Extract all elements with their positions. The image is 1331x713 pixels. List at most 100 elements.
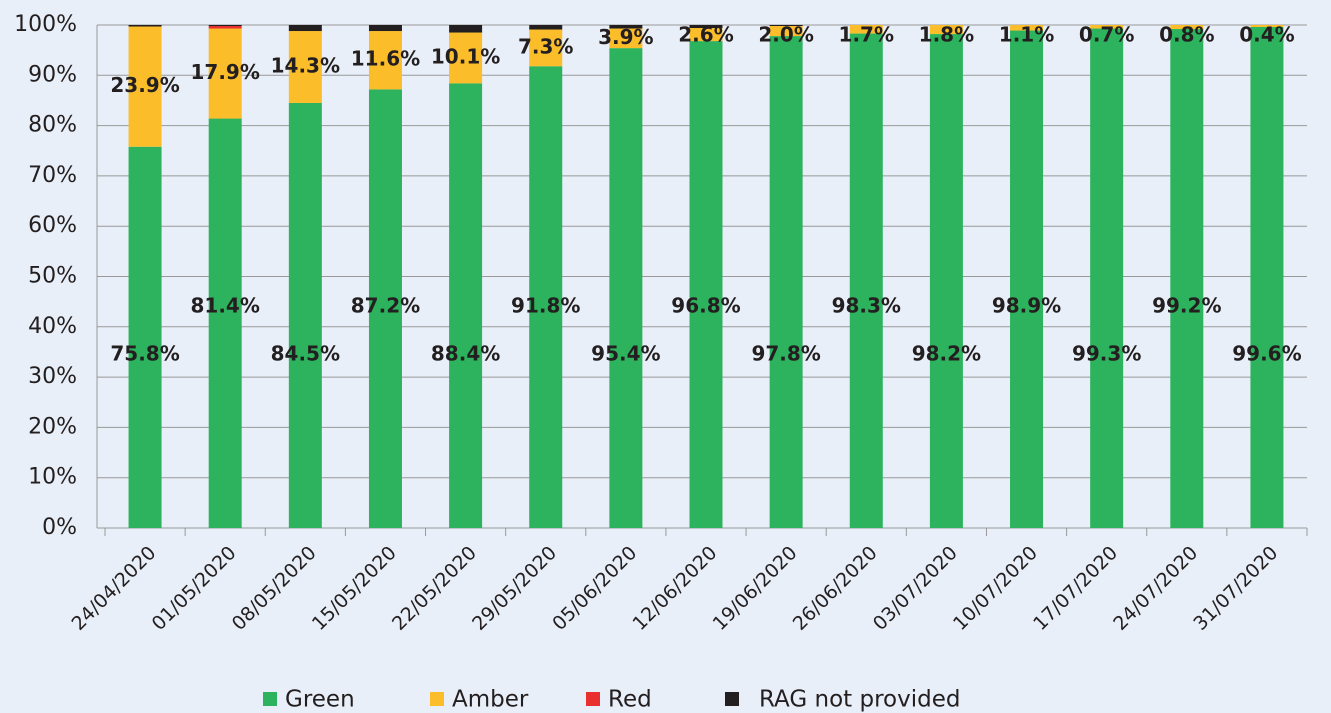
- y-tick-label: 80%: [28, 113, 77, 138]
- bar-segment: [128, 26, 162, 147]
- data-label: 96.8%: [671, 294, 740, 318]
- bar-segment: [769, 26, 803, 37]
- bar-segment: [449, 83, 483, 529]
- bar-segment: [368, 89, 402, 528]
- bar-segment: [529, 25, 563, 30]
- y-tick-label: 90%: [28, 62, 77, 87]
- data-label: 23.9%: [110, 73, 179, 97]
- bar-segment: [368, 31, 402, 90]
- data-label: 95.4%: [591, 342, 660, 366]
- bar-segment: [1010, 25, 1044, 31]
- bar-segment: [529, 29, 563, 67]
- x-tick-label: 01/05/2020: [148, 542, 241, 635]
- data-label: 1.8%: [919, 23, 974, 47]
- data-label: 88.4%: [431, 342, 500, 366]
- data-label: 0.4%: [1239, 23, 1294, 47]
- data-label: 98.2%: [912, 342, 981, 366]
- data-label: 1.7%: [839, 23, 894, 47]
- data-label: 98.3%: [832, 294, 901, 318]
- data-label: 0.7%: [1079, 23, 1134, 47]
- x-tick-label: 31/07/2020: [1189, 542, 1282, 635]
- bar-segment: [208, 28, 242, 119]
- y-tick-label: 0%: [42, 515, 77, 540]
- data-label: 81.4%: [191, 294, 260, 318]
- bar-segment: [689, 25, 723, 29]
- y-tick-label: 70%: [28, 163, 77, 188]
- x-tick-label: 15/05/2020: [308, 542, 401, 635]
- bar-segment: [128, 25, 162, 27]
- bar-segment: [849, 25, 883, 34]
- x-tick-label: 22/05/2020: [388, 542, 481, 635]
- bar-segment: [288, 31, 322, 103]
- bar-segment: [849, 33, 883, 529]
- data-label: 10.1%: [431, 44, 500, 68]
- y-tick-label: 40%: [28, 314, 77, 339]
- bar-segment: [609, 28, 643, 49]
- bar-segment: [1170, 29, 1204, 529]
- bar-segment: [769, 25, 803, 27]
- x-tick-label: 08/05/2020: [228, 542, 321, 635]
- x-tick-label: 05/06/2020: [548, 542, 641, 635]
- data-label: 75.8%: [110, 342, 179, 366]
- data-label: 14.3%: [271, 54, 340, 78]
- bar-segment: [1090, 28, 1124, 529]
- x-tick-label: 03/07/2020: [869, 542, 962, 635]
- data-label: 17.9%: [191, 60, 260, 84]
- bar-segment: [1090, 25, 1124, 29]
- data-label: 98.9%: [992, 294, 1061, 318]
- data-label: 84.5%: [271, 342, 340, 366]
- bar-segment: [288, 25, 322, 32]
- x-tick-label: 17/07/2020: [1029, 542, 1122, 635]
- data-label: 97.8%: [751, 342, 820, 366]
- legend-label: RAG not provided: [759, 687, 960, 713]
- y-tick-label: 50%: [28, 264, 77, 289]
- legend-label: Green: [285, 687, 355, 713]
- x-tick-label: 12/06/2020: [628, 542, 721, 635]
- data-label: 87.2%: [351, 294, 420, 318]
- data-label: 1.1%: [999, 23, 1054, 47]
- bar-segment: [208, 26, 242, 29]
- bar-segment: [929, 34, 963, 528]
- bar-segment: [529, 66, 563, 528]
- x-tick-label: 19/06/2020: [709, 542, 802, 635]
- bar-segment: [208, 25, 242, 27]
- bar-segment: [609, 48, 643, 528]
- data-label: 91.8%: [511, 294, 580, 318]
- y-tick-label: 60%: [28, 213, 77, 238]
- y-tick-label: 100%: [14, 12, 77, 37]
- data-label: 99.3%: [1072, 342, 1141, 366]
- data-label: 2.0%: [758, 23, 813, 47]
- legend-swatch: [263, 692, 277, 706]
- data-label: 11.6%: [351, 47, 420, 71]
- y-tick-label: 20%: [28, 414, 77, 439]
- y-tick-label: 10%: [28, 465, 77, 490]
- bar-segment: [769, 36, 803, 528]
- y-tick-label: 30%: [28, 364, 77, 389]
- data-label: 99.6%: [1232, 342, 1301, 366]
- bar-segment: [1010, 30, 1044, 529]
- bar-segment: [1170, 25, 1204, 30]
- bar-segment: [689, 28, 723, 42]
- legend-swatch: [586, 692, 600, 706]
- x-tick-label: 26/06/2020: [789, 542, 882, 635]
- bar-segment: [449, 32, 483, 84]
- bar-segment: [449, 25, 483, 33]
- x-tick-label: 29/05/2020: [468, 542, 561, 635]
- legend-label: Amber: [452, 687, 529, 713]
- legend-swatch: [430, 692, 444, 706]
- data-label: 7.3%: [518, 34, 573, 58]
- bar-segment: [689, 41, 723, 528]
- x-tick-label: 10/07/2020: [949, 542, 1042, 635]
- x-tick-label: 24/07/2020: [1109, 542, 1202, 635]
- x-tick-label: 24/04/2020: [67, 542, 160, 635]
- bar-segment: [1250, 27, 1284, 529]
- bar-segment: [1250, 25, 1284, 28]
- data-label: 3.9%: [598, 25, 653, 49]
- bar-segment: [368, 25, 402, 32]
- bar-segment: [288, 102, 322, 528]
- data-label: 99.2%: [1152, 294, 1221, 318]
- data-label: 0.8%: [1159, 23, 1214, 47]
- bar-segment: [609, 25, 643, 29]
